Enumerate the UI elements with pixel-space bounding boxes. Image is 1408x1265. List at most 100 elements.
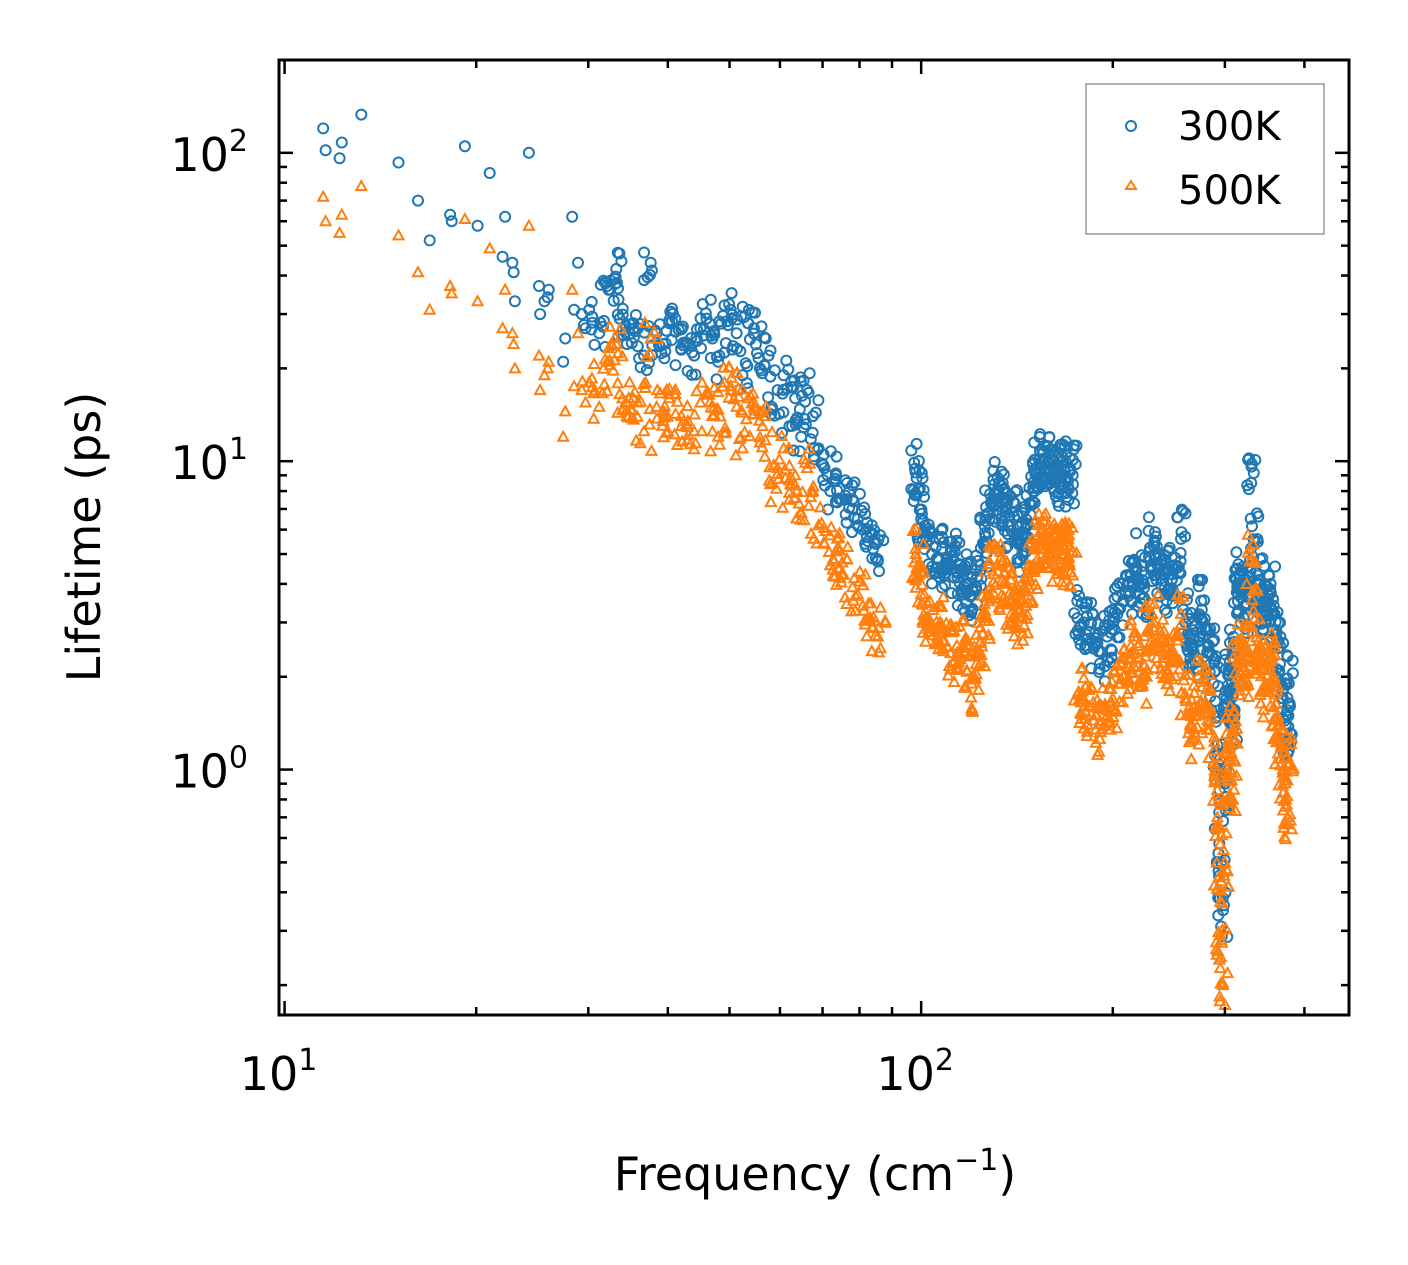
point-500k bbox=[622, 375, 637, 388]
point-300k bbox=[1212, 909, 1225, 922]
point-500k bbox=[1045, 574, 1059, 587]
point-500k bbox=[973, 635, 987, 648]
point-500k bbox=[1089, 708, 1103, 721]
point-300k bbox=[542, 283, 555, 296]
point-300k bbox=[541, 291, 554, 304]
point-500k bbox=[923, 612, 937, 625]
point-500k bbox=[1098, 718, 1113, 731]
point-500k bbox=[705, 409, 720, 422]
point-300k bbox=[557, 355, 570, 368]
legend-marker-300k bbox=[1125, 120, 1137, 132]
point-300k bbox=[578, 319, 590, 331]
point-500k bbox=[657, 430, 671, 443]
point-300k bbox=[616, 308, 629, 321]
point-500k bbox=[537, 368, 552, 381]
point-500k bbox=[658, 399, 672, 412]
point-500k bbox=[1201, 700, 1215, 713]
point-300k bbox=[824, 485, 837, 498]
point-300k bbox=[691, 323, 703, 336]
point-500k bbox=[958, 644, 972, 657]
point-500k bbox=[598, 352, 612, 365]
point-300k bbox=[806, 426, 819, 439]
point-300k bbox=[726, 343, 739, 356]
point-500k bbox=[1213, 894, 1227, 907]
point-300k bbox=[1150, 540, 1163, 553]
legend-label-500k: 500K bbox=[1178, 168, 1282, 214]
point-500k bbox=[1213, 989, 1227, 1002]
point-300k bbox=[566, 210, 579, 223]
point-500k bbox=[1102, 711, 1116, 724]
point-500k bbox=[1213, 994, 1227, 1007]
point-300k bbox=[1077, 616, 1090, 629]
point-300k bbox=[1256, 552, 1269, 565]
point-500k bbox=[1216, 842, 1231, 855]
point-500k bbox=[638, 315, 652, 328]
point-500k bbox=[1219, 921, 1233, 934]
point-500k bbox=[1122, 673, 1136, 686]
point-300k bbox=[789, 414, 802, 427]
point-500k bbox=[1157, 623, 1171, 636]
point-300k bbox=[917, 484, 930, 497]
point-500k bbox=[795, 484, 810, 497]
point-500k bbox=[615, 349, 630, 362]
point-500k bbox=[1077, 671, 1091, 684]
point-300k bbox=[809, 406, 822, 419]
point-500k bbox=[1210, 855, 1224, 868]
point-500k bbox=[916, 537, 931, 550]
point-500k bbox=[973, 655, 988, 668]
point-500k bbox=[964, 690, 978, 703]
point-300k bbox=[997, 468, 1010, 481]
point-500k bbox=[1243, 554, 1257, 567]
point-300k bbox=[804, 433, 817, 446]
point-500k bbox=[909, 521, 923, 534]
point-300k bbox=[1070, 439, 1083, 452]
point-500k bbox=[1231, 617, 1245, 630]
point-500k bbox=[1250, 583, 1265, 596]
point-500k bbox=[670, 394, 685, 407]
point-500k bbox=[1253, 687, 1267, 700]
point-500k bbox=[735, 382, 749, 395]
point-500k bbox=[1022, 581, 1036, 594]
point-500k bbox=[952, 619, 966, 632]
point-300k bbox=[739, 357, 752, 370]
point-500k bbox=[827, 554, 841, 567]
point-500k bbox=[1093, 713, 1107, 726]
point-300k bbox=[751, 347, 763, 360]
point-300k bbox=[559, 332, 572, 345]
point-300k bbox=[663, 314, 676, 327]
point-300k bbox=[1018, 500, 1031, 513]
point-500k bbox=[794, 512, 808, 525]
point-500k bbox=[1211, 882, 1225, 895]
point-500k bbox=[1096, 681, 1110, 694]
point-500k bbox=[603, 319, 617, 332]
point-300k bbox=[846, 493, 859, 506]
point-300k bbox=[776, 426, 788, 439]
point-500k bbox=[999, 617, 1014, 630]
point-500k bbox=[628, 385, 642, 398]
point-300k bbox=[1080, 596, 1093, 609]
point-500k bbox=[1016, 633, 1030, 646]
point-500k bbox=[1080, 724, 1094, 737]
point-300k bbox=[675, 322, 688, 335]
point-500k bbox=[735, 441, 750, 454]
point-500k bbox=[765, 425, 779, 438]
point-500k bbox=[830, 531, 844, 544]
point-500k bbox=[1232, 675, 1247, 688]
point-300k bbox=[1173, 566, 1186, 579]
point-500k bbox=[1194, 693, 1208, 706]
point-500k bbox=[923, 594, 937, 607]
point-500k bbox=[997, 589, 1011, 602]
point-500k bbox=[1078, 679, 1093, 692]
point-500k bbox=[1093, 732, 1107, 745]
point-500k bbox=[972, 644, 987, 657]
point-300k bbox=[1286, 654, 1299, 667]
point-500k bbox=[316, 189, 330, 202]
point-300k bbox=[471, 219, 484, 232]
point-300k bbox=[1074, 619, 1087, 632]
point-500k bbox=[1008, 582, 1022, 595]
point-500k bbox=[1057, 539, 1072, 552]
point-500k bbox=[483, 241, 497, 254]
point-300k bbox=[797, 421, 810, 434]
point-500k bbox=[1238, 640, 1252, 653]
